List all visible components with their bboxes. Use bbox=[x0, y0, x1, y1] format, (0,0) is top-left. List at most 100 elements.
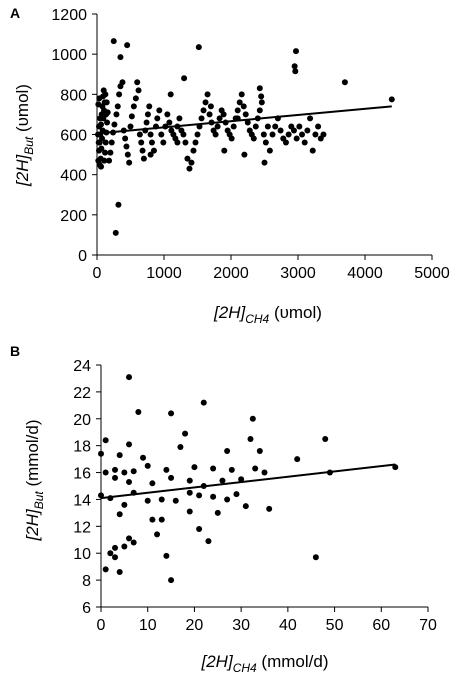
panel-a-data-point bbox=[256, 107, 263, 114]
panel-b-data-point bbox=[149, 516, 156, 523]
panel-a-y-label-sub: But bbox=[22, 136, 36, 155]
panel-a-y-tick-label: 0 bbox=[78, 248, 87, 265]
panel-a-data-point bbox=[200, 107, 207, 114]
panel-b-data-point bbox=[224, 448, 231, 455]
panel-b-data-point bbox=[261, 469, 268, 476]
panel-a-data-point bbox=[115, 201, 122, 208]
panel-b-x-tick-label: 60 bbox=[372, 617, 390, 634]
panel-b-x-tick-label: 0 bbox=[97, 617, 106, 634]
panel-b-y-tick-label: 10 bbox=[73, 546, 91, 563]
panel-b-data-point bbox=[214, 509, 221, 516]
panel-a-data-point bbox=[264, 123, 271, 130]
panel-a-data-point bbox=[147, 151, 154, 158]
panel-b-x-tick-label: 70 bbox=[419, 617, 437, 634]
panel-a-data-point bbox=[309, 147, 316, 154]
panel-b-data-point bbox=[249, 415, 256, 422]
panel-b-x-tick-label: 50 bbox=[326, 617, 344, 634]
panel-a-data-point bbox=[106, 157, 113, 164]
panel-b-data-point bbox=[130, 468, 137, 475]
panel-a-data-point bbox=[143, 119, 150, 126]
panel-b-x-label-unit: (mmol/d) bbox=[257, 652, 329, 671]
panel-a-data-point bbox=[135, 87, 142, 94]
panel-a-data-point bbox=[138, 139, 145, 146]
panel-a-data-point bbox=[244, 119, 251, 126]
panel-a-y-tick-label: 200 bbox=[60, 208, 87, 225]
panel-b-data-point bbox=[312, 554, 319, 561]
panel-b-data-point bbox=[112, 544, 119, 551]
panel-b-y-label-main: [2H] bbox=[23, 508, 42, 541]
panel-a-data-point bbox=[195, 44, 202, 51]
panel-b-data-point bbox=[107, 550, 114, 557]
panel-b-data-point bbox=[102, 437, 109, 444]
panel-a-data-point bbox=[221, 147, 228, 154]
panel-a-data-point bbox=[98, 163, 105, 170]
panel-b-chart: B 6 8 10 12 14 16 18 20 22 24 0 10 20 30 40 50 60 70 [2H]… bbox=[10, 343, 437, 675]
panel-a-data-point bbox=[214, 123, 221, 130]
panel-a-data-point bbox=[262, 139, 269, 146]
panel-a-data-point bbox=[110, 38, 117, 45]
panel-a-data-point bbox=[206, 111, 213, 118]
panel-a-x-tick-label: 3000 bbox=[280, 265, 316, 282]
panel-a-data-point bbox=[258, 93, 265, 100]
panel-a-data-point bbox=[341, 79, 348, 86]
panel-b-data-point bbox=[177, 444, 184, 451]
panel-a-data-point bbox=[136, 131, 143, 138]
panel-b-data-point bbox=[135, 409, 142, 416]
panel-a-data-point bbox=[234, 107, 241, 114]
panel-b-data-point bbox=[121, 469, 128, 476]
panel-a-data-point bbox=[292, 68, 299, 75]
panel-b-data-point bbox=[186, 477, 193, 484]
panel-a-data-point bbox=[126, 159, 133, 166]
panel-a-data-point bbox=[220, 111, 227, 118]
panel-a-data-point bbox=[102, 139, 109, 146]
panel-b-data-point bbox=[121, 501, 128, 508]
panel-a-y-label-unit: (υmol) bbox=[13, 84, 32, 137]
panel-b-y-tick-label: 18 bbox=[73, 439, 91, 456]
panel-a-data-point bbox=[154, 115, 161, 122]
panel-a-data-point bbox=[312, 131, 319, 138]
panel-a-data-point bbox=[95, 101, 102, 108]
panel-b-data-point bbox=[116, 452, 123, 459]
panel-a-data-point bbox=[252, 123, 259, 130]
panel-a-label: A bbox=[10, 5, 20, 21]
panel-a-data-point bbox=[176, 115, 183, 122]
panel-a-data-point bbox=[148, 139, 155, 146]
panel-b-data-point bbox=[158, 516, 165, 523]
panel-a-data-point bbox=[128, 113, 135, 120]
panel-a-data-point bbox=[260, 131, 267, 138]
panel-b-y-axis-label: [2H]But (mmol/d) bbox=[23, 420, 46, 542]
panel-a-data-point bbox=[236, 99, 243, 106]
panel-a-data-point bbox=[123, 143, 130, 150]
panel-a-data-point bbox=[192, 139, 199, 146]
panel-a-data-point bbox=[146, 103, 153, 110]
panel-a-data-point bbox=[301, 139, 308, 146]
panel-a-data-point bbox=[95, 139, 102, 146]
panel-a-data-point bbox=[156, 107, 163, 114]
panel-a-y-axis-label: [2H]But (υmol) bbox=[13, 84, 36, 187]
panel-a-data-point bbox=[204, 91, 211, 98]
panel-a-data-point bbox=[307, 115, 314, 122]
panel-b-data-point bbox=[219, 477, 226, 484]
panel-a-x-tick-label: 4000 bbox=[347, 265, 383, 282]
panel-a-trendline-group bbox=[96, 105, 392, 135]
panel-b-x-label-sub: CH4 bbox=[233, 661, 257, 675]
panel-b-data-point bbox=[98, 450, 104, 457]
panel-a-data-point bbox=[160, 139, 167, 146]
panel-b-y-label-unit: (mmol/d) bbox=[23, 420, 42, 492]
panel-b-data-point bbox=[294, 456, 301, 463]
panel-b-data-point bbox=[144, 497, 151, 504]
panel-b-data-point bbox=[168, 577, 175, 584]
panel-b-data-point bbox=[247, 435, 254, 442]
panel-b-data-point bbox=[112, 474, 119, 481]
panel-a-data-point bbox=[250, 135, 257, 142]
panel-a-y-label-main: [2H] bbox=[13, 154, 32, 187]
panel-b-data-point bbox=[238, 476, 245, 483]
panel-b-data-point bbox=[191, 464, 198, 471]
panel-a-y-tick-label: 1000 bbox=[51, 47, 87, 64]
panel-b-trendline-group bbox=[100, 463, 396, 500]
panel-a-data-point bbox=[102, 91, 109, 98]
panel-a-data-point bbox=[98, 145, 105, 152]
panel-b-x-label-main: [2H] bbox=[201, 652, 234, 671]
panel-b-data-point bbox=[205, 538, 212, 545]
